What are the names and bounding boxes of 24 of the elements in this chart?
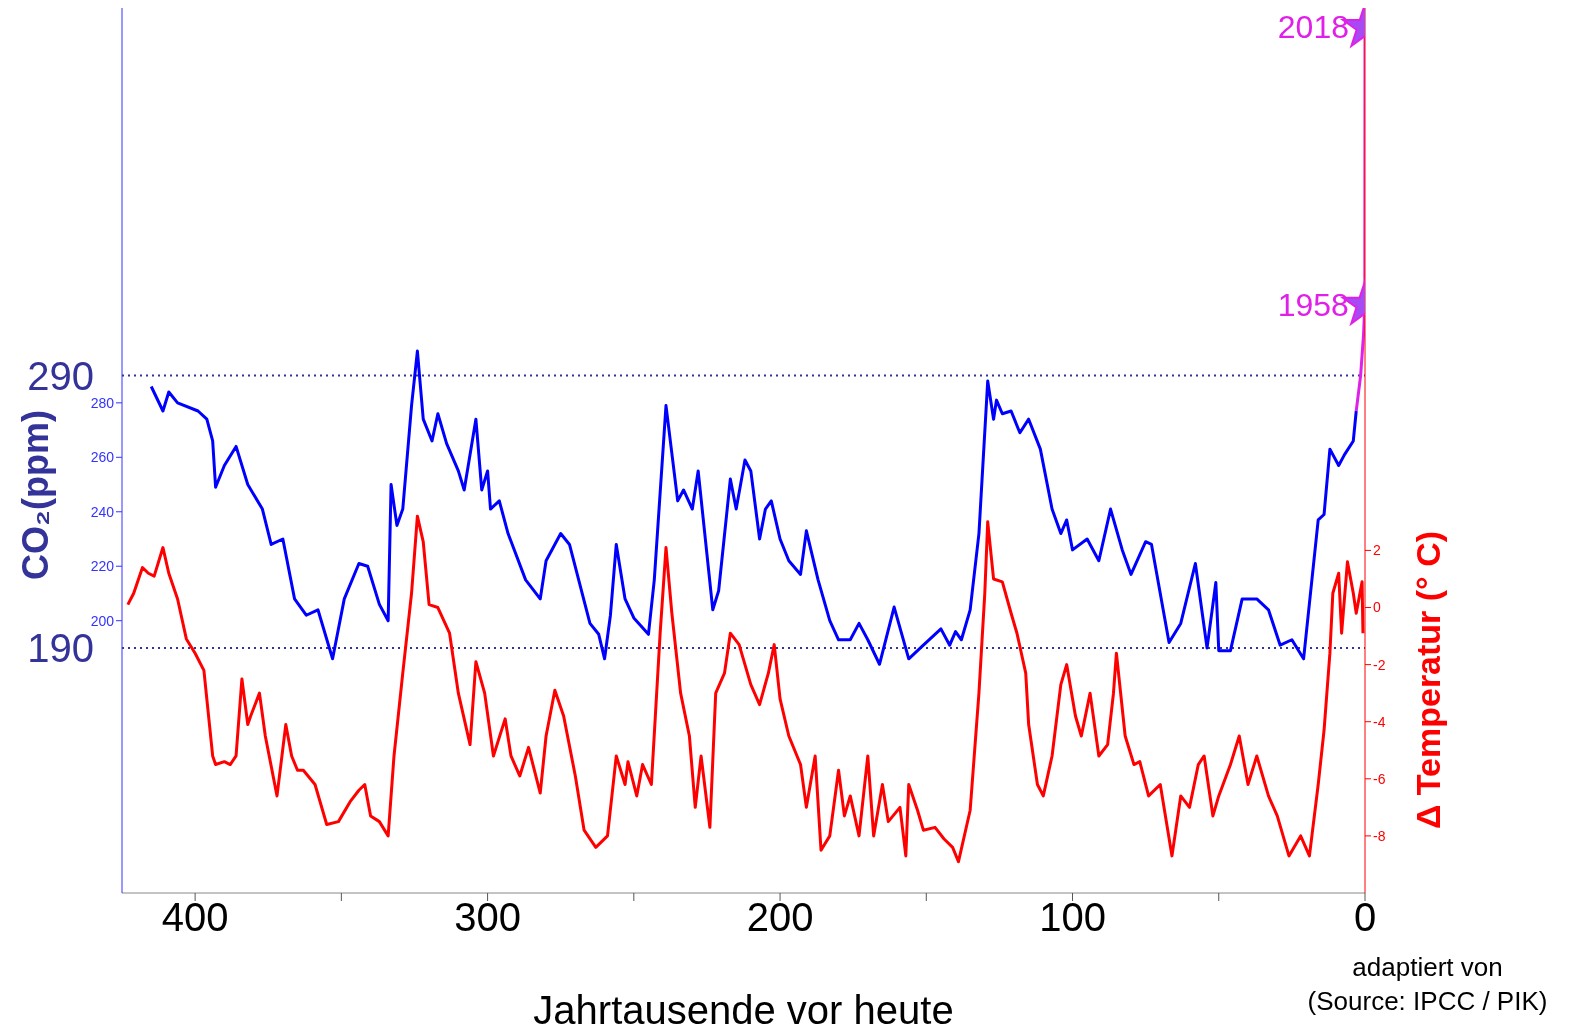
- y-tick-label: 200: [90, 612, 115, 629]
- y2-tick-label: 2: [1373, 542, 1381, 559]
- x-tick-label: 400: [161, 895, 229, 940]
- y2-tick-label: -8: [1373, 827, 1386, 844]
- y-tick-label: 220: [90, 558, 115, 575]
- annotation: 1958: [1277, 287, 1349, 324]
- x-tick-label: 200: [746, 895, 814, 940]
- y2-tick-label: -6: [1373, 770, 1386, 787]
- y2-tick-label: -2: [1373, 656, 1386, 673]
- x-tick-label: 100: [1039, 895, 1106, 940]
- y2-tick-label: 0: [1373, 599, 1381, 616]
- y2-tick-label: -4: [1373, 713, 1386, 730]
- x-tick-label: 300: [454, 895, 521, 940]
- x-tick-label: 0: [1353, 895, 1377, 940]
- text: adaptiert von: [1351, 951, 1504, 984]
- y-tick-label: 240: [90, 503, 115, 520]
- x-axis-title: Jahrtausende vor heute: [533, 988, 954, 1030]
- y-tick-label: 260: [90, 449, 115, 466]
- ref-line-label: 190: [27, 626, 94, 671]
- line-series: [149, 349, 1358, 666]
- annotation: 2018: [1277, 9, 1349, 46]
- y2-axis-title: Δ Temperatur (° C): [1409, 530, 1447, 830]
- y-axis-title: CO₂(ppm): [15, 410, 56, 580]
- text: (Source: IPCC / PIK): [1306, 985, 1549, 1018]
